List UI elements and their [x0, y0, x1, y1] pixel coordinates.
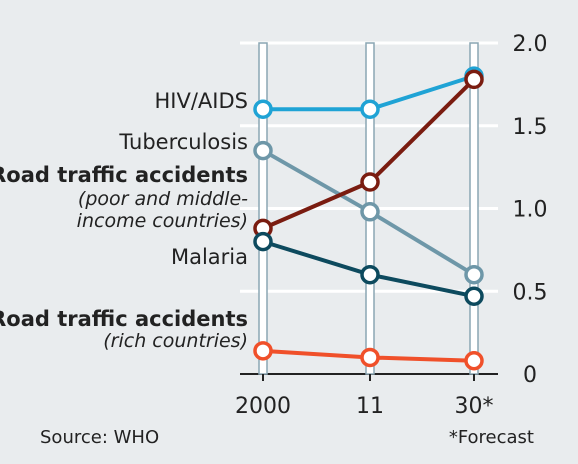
- x-tick-label: 2000: [235, 394, 291, 419]
- y-tick-label: 1.0: [513, 198, 548, 223]
- label-malaria: Malaria: [170, 245, 248, 269]
- y-tick-label: 2.0: [513, 32, 548, 57]
- y-tick-label: 1.5: [513, 115, 548, 140]
- y-tick-label: 0: [523, 363, 537, 388]
- label-road-traffic-rich-note: (rich countries): [103, 330, 248, 352]
- label-road-traffic-poor: Road traffic accidents: [0, 163, 248, 187]
- data-point: [360, 264, 380, 285]
- data-point: [253, 99, 273, 119]
- data-point: [360, 202, 380, 222]
- data-point: [360, 347, 380, 368]
- data-point: [360, 172, 380, 192]
- data-point: [360, 99, 380, 119]
- source-note: Source: WHO: [40, 427, 160, 448]
- data-point: [464, 351, 484, 371]
- data-point: [464, 69, 484, 90]
- x-tick-label: 30*: [455, 394, 494, 419]
- column-strip: [469, 42, 479, 375]
- x-tick-label: 11: [356, 394, 384, 419]
- label-road-traffic-rich: Road traffic accidents: [0, 307, 248, 331]
- data-point: [464, 264, 484, 285]
- label-road-traffic-poor-note-1: (poor and middle-: [77, 188, 248, 210]
- forecast-note: *Forecast: [448, 427, 534, 448]
- y-tick-label: 0.5: [513, 280, 548, 305]
- data-point: [464, 286, 484, 306]
- column-strip: [258, 42, 268, 375]
- data-point: [253, 231, 273, 252]
- data-point: [253, 341, 273, 361]
- data-point: [253, 140, 273, 161]
- label-hiv-aids: HIV/AIDS: [154, 89, 249, 113]
- label-tuberculosis: Tuberculosis: [119, 130, 248, 154]
- label-road-traffic-poor-note-2: income countries): [76, 210, 248, 232]
